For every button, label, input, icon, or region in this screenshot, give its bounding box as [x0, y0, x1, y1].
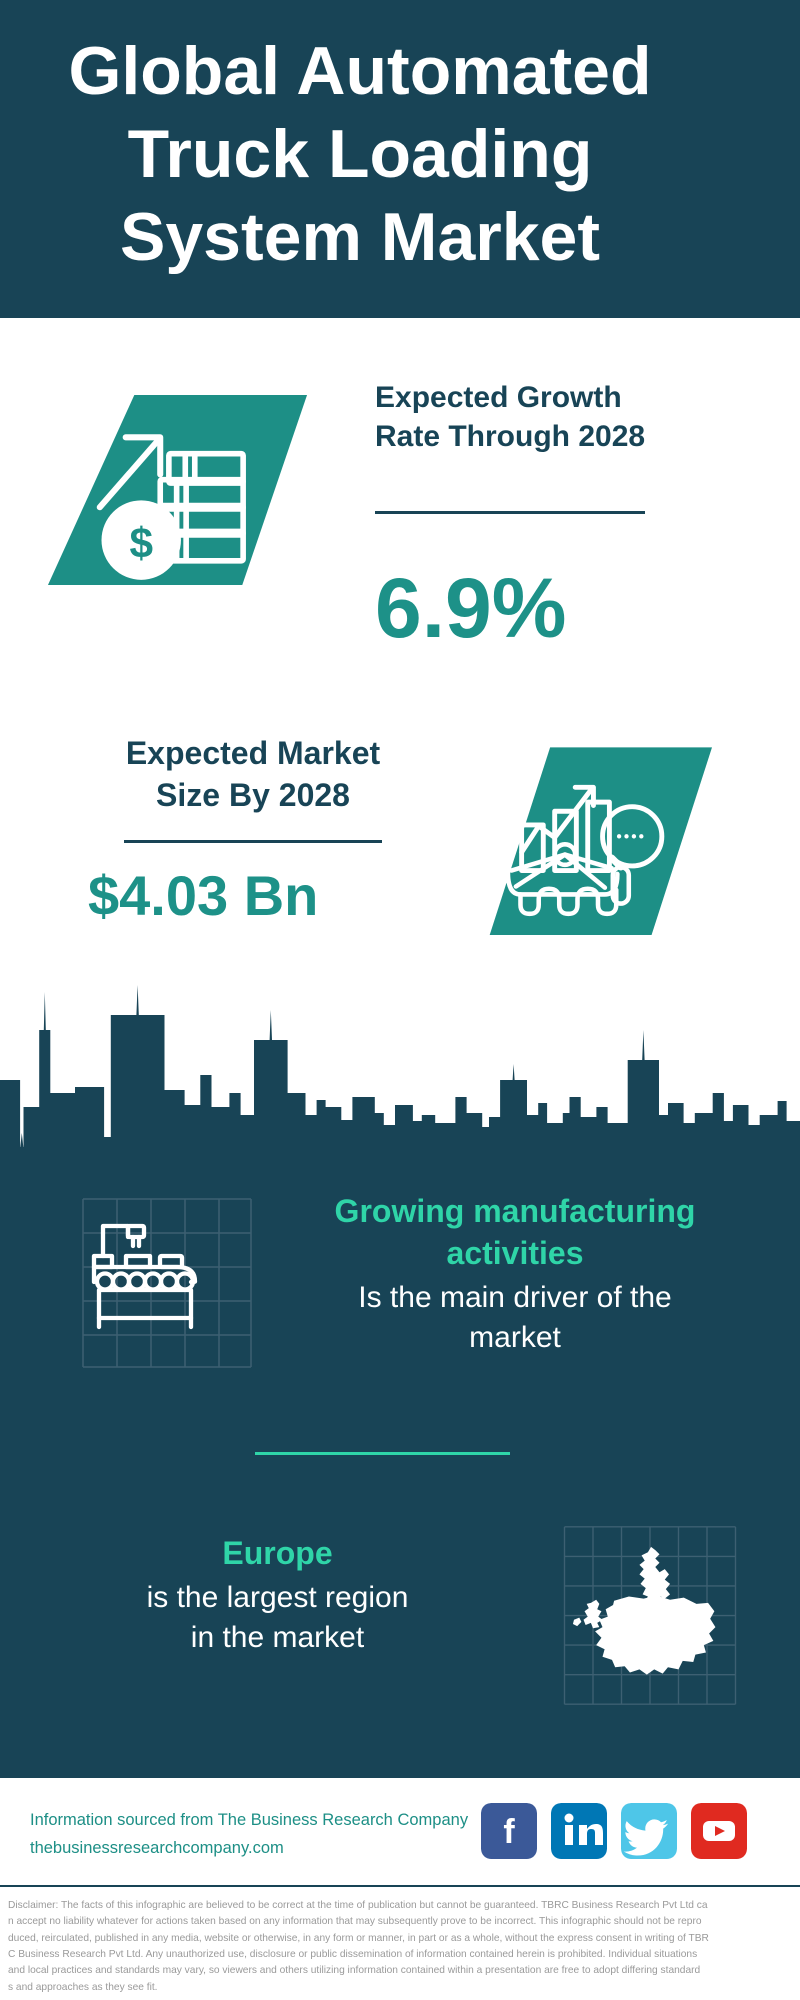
- svg-text:f: f: [503, 1813, 515, 1851]
- svg-text:$: $: [129, 519, 153, 566]
